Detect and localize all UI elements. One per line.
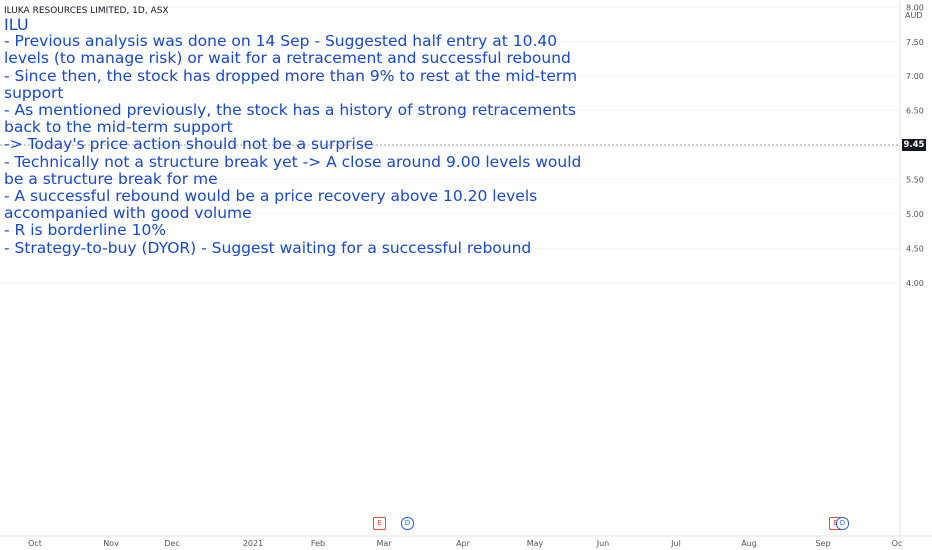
price-tick-label: 4.50 (906, 244, 924, 253)
note-line: - Technically not a structure break yet … (4, 152, 582, 171)
note-line: support (4, 83, 64, 102)
earnings-marker[interactable]: E (373, 517, 386, 530)
note-line: - Since then, the stock has dropped more… (4, 66, 578, 85)
time-tick-label: Oc (892, 539, 903, 548)
note-line: levels (to manage risk) or wait for a re… (4, 49, 571, 68)
time-tick-label: Dec (164, 539, 179, 548)
time-tick-label: Apr (456, 539, 471, 548)
time-tick-label: Jul (670, 539, 681, 548)
note-line: - Previous analysis was done on 14 Sep -… (4, 32, 558, 51)
last-price-tag: 9.45 (902, 139, 926, 151)
note-line: - Strategy-to-buy (DYOR) - Suggest waiti… (4, 238, 532, 257)
price-tick-label: 7.50 (906, 38, 924, 47)
price-tick-label: 6.50 (906, 107, 924, 116)
dividend-marker[interactable]: D (836, 517, 849, 530)
time-tick-label: Aug (741, 539, 757, 548)
analysis-notes: ILU - Previous analysis was done on 14 S… (4, 16, 604, 257)
price-tick-label: 8.00 (906, 3, 924, 12)
dividend-marker[interactable]: D (401, 517, 414, 530)
note-line: be a structure break for me (4, 169, 218, 188)
time-tick-label: May (527, 539, 544, 548)
time-tick-label: Mar (376, 539, 392, 548)
time-tick-label: Oct (28, 539, 42, 548)
price-tick-label: 5.00 (906, 210, 924, 219)
time-tick-label: Jun (596, 539, 610, 548)
time-axis: Oct Nov Dec 2021 Feb Mar Apr May Jun Jul Aug Sep Oc (0, 535, 932, 548)
price-tick-label: 7.00 (906, 72, 924, 81)
time-tick-label: Sep (815, 539, 830, 548)
time-tick-label: Nov (103, 539, 119, 548)
note-line: -> Today's price action should not be a … (4, 135, 374, 154)
currency-label: AUD (905, 11, 923, 20)
price-tick-label: 4.00 (906, 279, 924, 288)
note-title: ILU (4, 15, 29, 34)
note-line: back to the mid-term support (4, 118, 233, 137)
time-tick-label: 2021 (243, 539, 263, 548)
note-line: - As mentioned previously, the stock has… (4, 101, 576, 120)
time-tick-label: Feb (311, 539, 325, 548)
note-line: - A successful rebound would be a price … (4, 187, 538, 206)
symbol-title: ILUKA RESOURCES LIMITED, 1D, ASX (4, 6, 169, 16)
price-axis: 4.004.505.005.506.006.507.007.508.00 (899, 0, 924, 540)
price-tick-label: 5.50 (906, 176, 924, 185)
note-line: - R is borderline 10% (4, 221, 167, 240)
note-line: accompanied with good volume (4, 204, 252, 223)
